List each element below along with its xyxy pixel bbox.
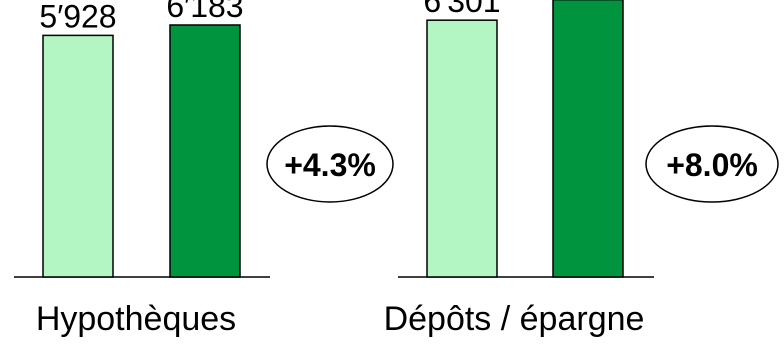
bar-depots-previous — [426, 19, 498, 278]
chart-panel-hypotheques: 5′928 6′183 +4.3% Hypothèques — [14, 0, 394, 338]
data-label-depots-previous: 6′301 — [423, 0, 500, 19]
data-label-hypotheques-current: 6′183 — [166, 0, 243, 24]
growth-ellipse-hypotheques — [266, 125, 394, 203]
bar-depots-current — [552, 0, 624, 278]
bar-hypotheques-current — [169, 24, 241, 278]
growth-label-depots: +8.0% — [666, 147, 758, 183]
category-label-hypotheques: Hypothèques — [36, 300, 236, 338]
bar-hypotheques-previous — [42, 34, 114, 278]
category-label-depots: Dépôts / épargne — [384, 300, 645, 338]
data-label-hypotheques-previous: 5′928 — [39, 0, 116, 34]
growth-ellipse-depots — [645, 125, 779, 203]
growth-label-hypotheques: +4.3% — [284, 147, 376, 183]
chart-panel-depots: 6′301 6′804 +8.0% Dépôts / épargne — [384, 0, 779, 338]
